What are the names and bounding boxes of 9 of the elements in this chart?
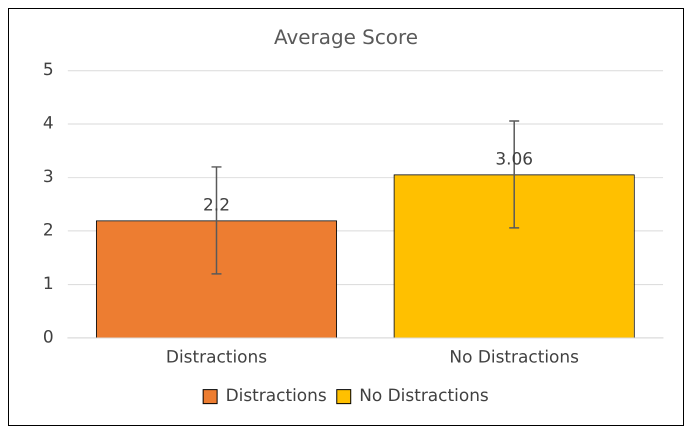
y-tick-label: 0 — [42, 326, 54, 346]
chart-title: Average Score — [274, 26, 418, 50]
legend-label: Distractions — [226, 385, 327, 406]
legend-label: No Distractions — [359, 385, 489, 406]
y-tick-label: 5 — [42, 59, 54, 80]
y-tick-label: 4 — [42, 112, 54, 133]
y-tick-label: 2 — [42, 220, 54, 240]
y-tick-label: 1 — [42, 272, 54, 293]
y-tick-label: 3 — [42, 166, 54, 186]
